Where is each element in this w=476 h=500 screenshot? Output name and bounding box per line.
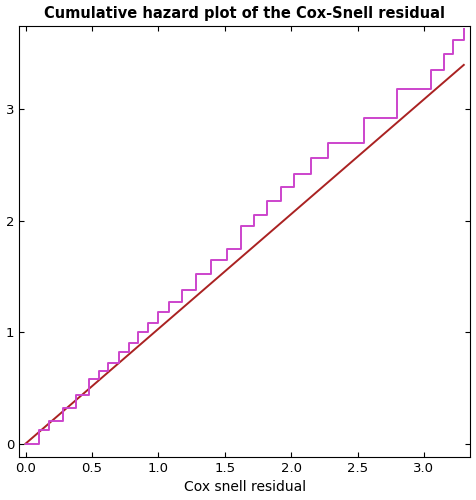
Title: Cumulative hazard plot of the Cox-Snell residual: Cumulative hazard plot of the Cox-Snell … [44, 6, 445, 20]
X-axis label: Cox snell residual: Cox snell residual [184, 480, 306, 494]
